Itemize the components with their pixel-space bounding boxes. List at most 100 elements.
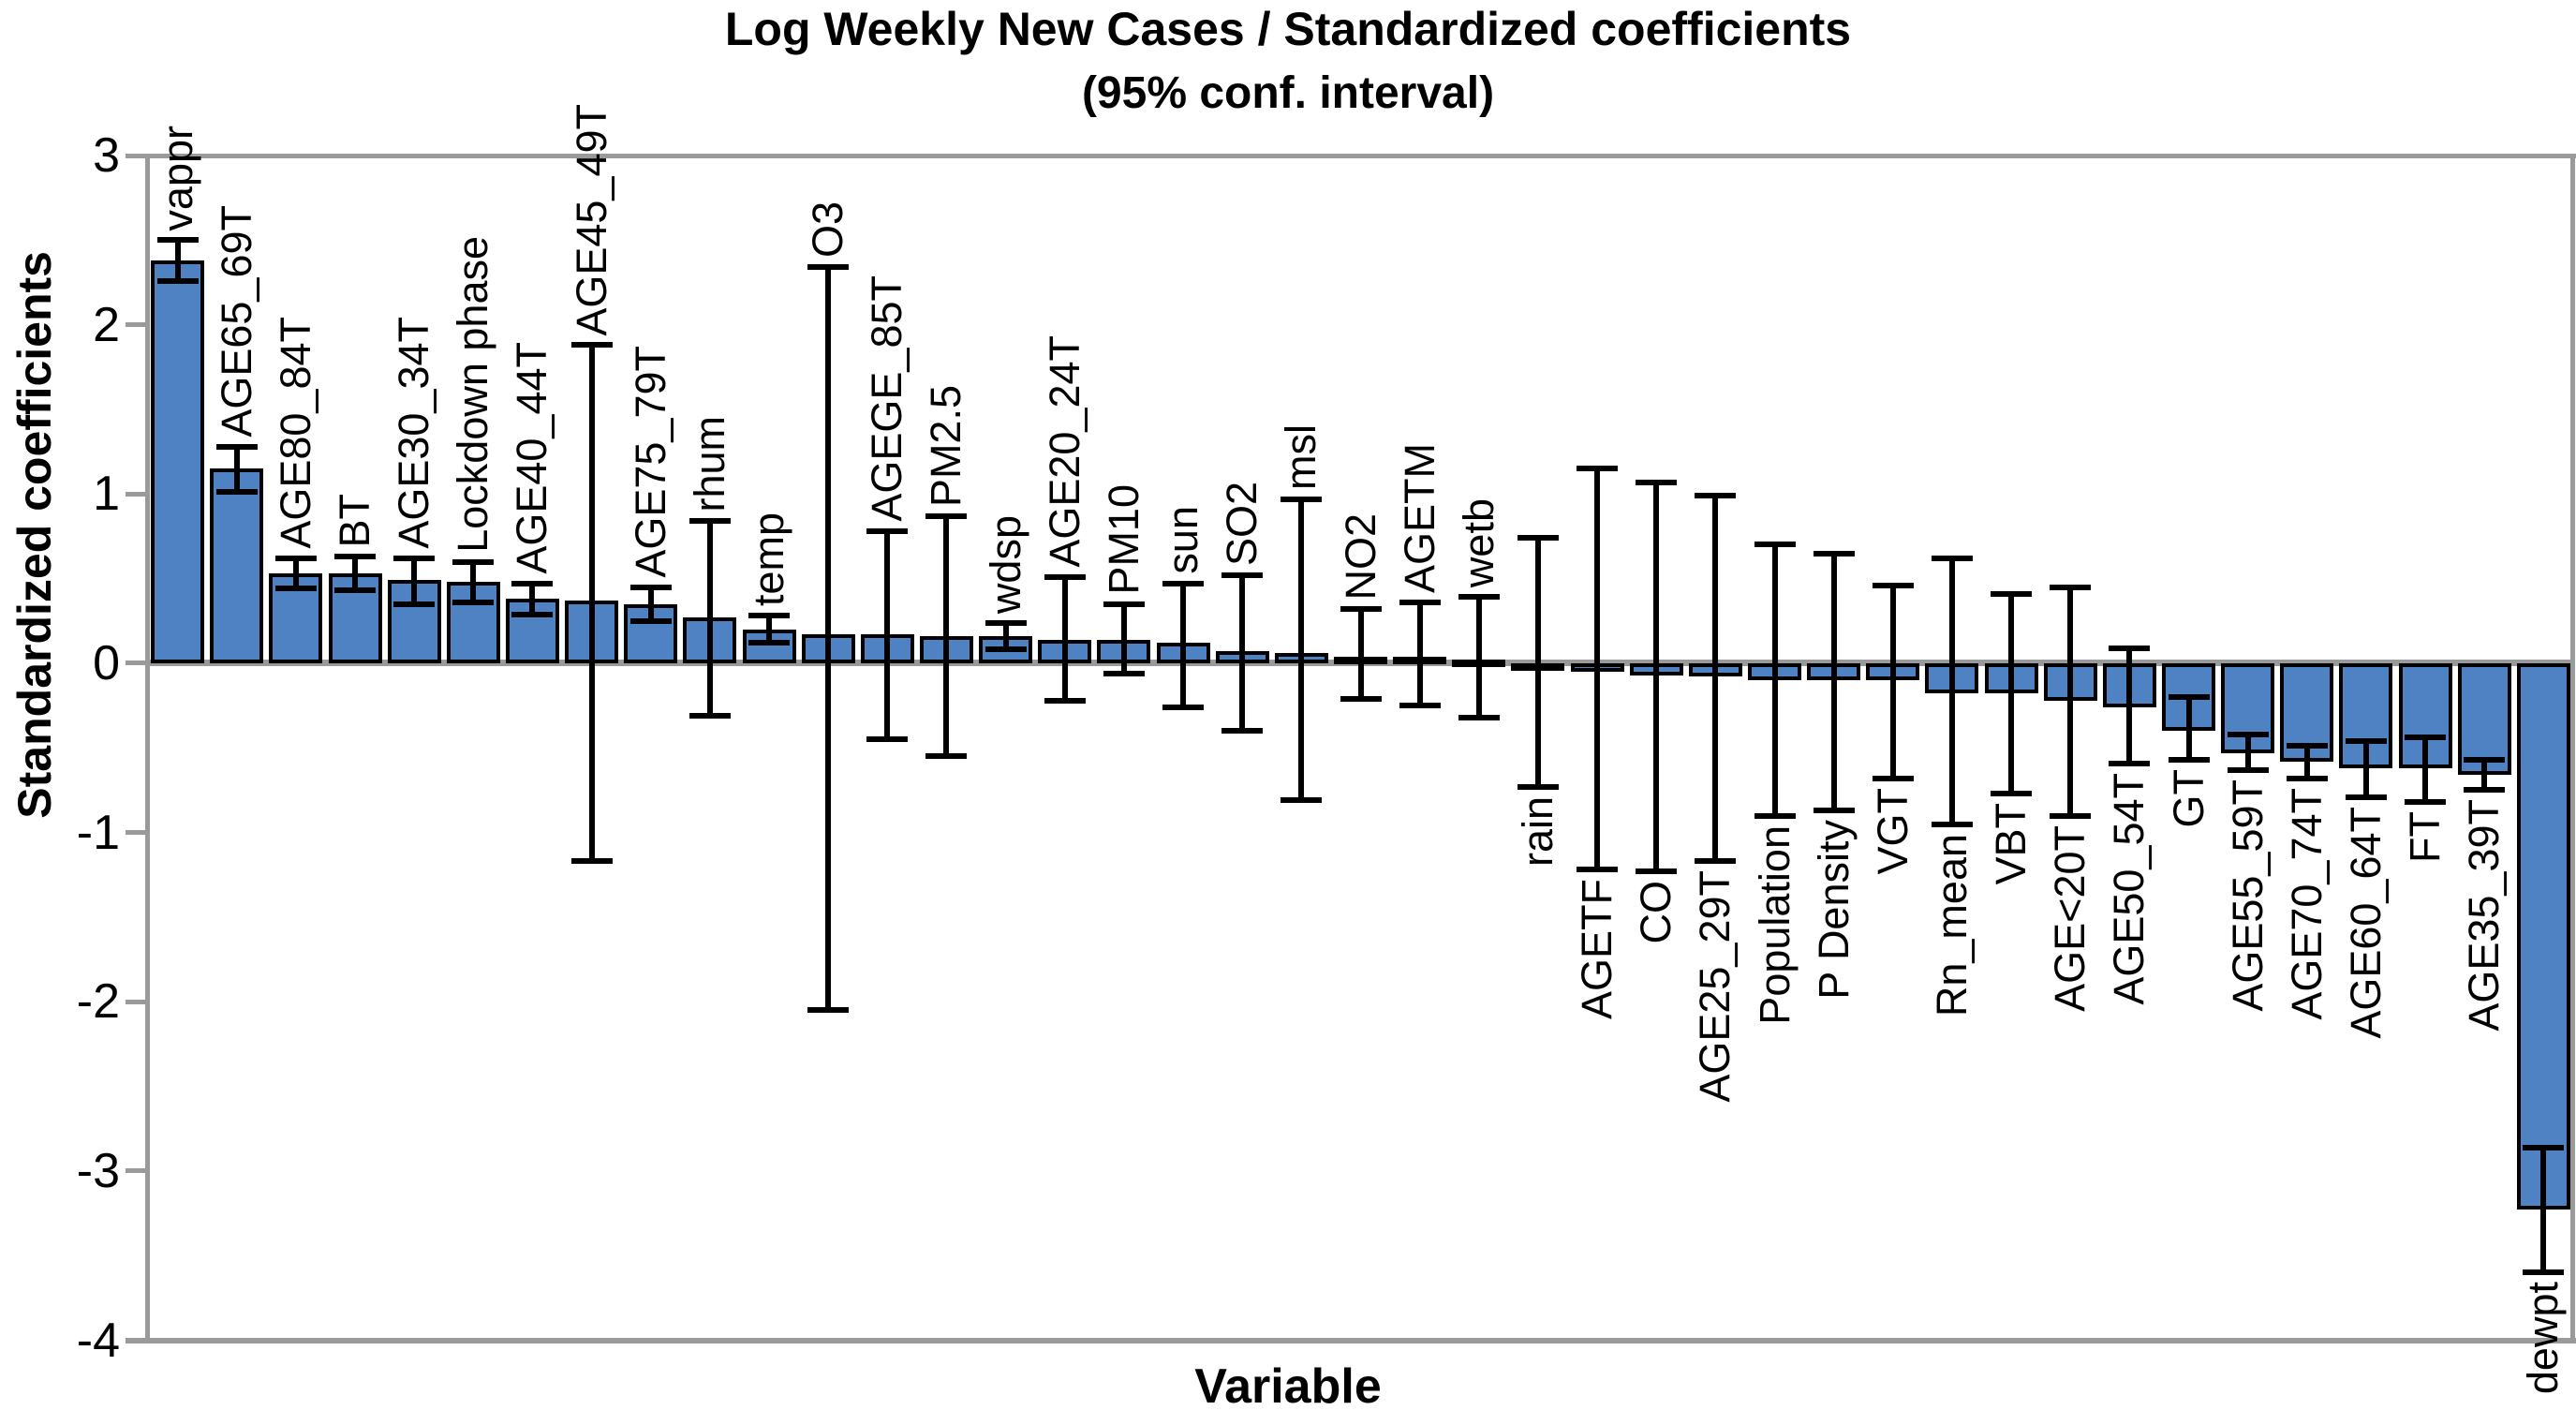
error-bar-cap-top bbox=[393, 555, 436, 561]
error-bar bbox=[1002, 622, 1009, 650]
bar-label: Lockdown phase bbox=[449, 235, 497, 553]
bar-label: VGT bbox=[1868, 787, 1917, 875]
bar-label: AGETM bbox=[1395, 442, 1443, 593]
error-bar-cap-top bbox=[1044, 573, 1086, 580]
error-bar bbox=[2481, 759, 2488, 791]
error-bar-cap-bottom bbox=[1931, 821, 1973, 827]
error-bar-cap-top bbox=[1399, 599, 1441, 605]
error-bar bbox=[884, 531, 891, 740]
error-bar-cap-bottom bbox=[452, 599, 495, 605]
plot-top-border bbox=[126, 153, 2576, 158]
error-bar bbox=[1712, 496, 1719, 862]
bar-label: AGE50_54T bbox=[2105, 772, 2154, 1005]
y-axis-tick bbox=[126, 661, 150, 666]
error-bar-cap-top bbox=[2286, 743, 2328, 750]
error-bar-cap-top bbox=[511, 581, 554, 587]
error-bar-cap-top bbox=[807, 264, 850, 271]
error-bar-cap-top bbox=[1695, 493, 1737, 499]
error-bar-cap-top bbox=[985, 619, 1027, 626]
error-bar-cap-top bbox=[274, 555, 317, 561]
bar bbox=[2516, 662, 2570, 1210]
error-bar-cap-top bbox=[1991, 590, 2033, 597]
error-bar-cap-bottom bbox=[1872, 775, 1914, 781]
bar-label: FT bbox=[2401, 811, 2450, 864]
y-axis-line bbox=[145, 156, 150, 1341]
bar-label: NO2 bbox=[1336, 512, 1384, 601]
error-bar-cap-bottom bbox=[1340, 695, 1382, 702]
error-bar bbox=[411, 557, 418, 604]
error-bar-cap-bottom bbox=[807, 1007, 850, 1014]
error-bar-cap-top bbox=[452, 558, 495, 565]
y-axis-tick bbox=[126, 491, 150, 497]
error-bar-cap-bottom bbox=[570, 858, 613, 865]
error-bar bbox=[292, 557, 299, 589]
error-bar-cap-top bbox=[748, 613, 791, 619]
bar-label: O3 bbox=[804, 201, 852, 259]
error-bar bbox=[2126, 647, 2133, 764]
error-bar-cap-top bbox=[215, 443, 258, 450]
error-bar-cap-bottom bbox=[866, 736, 909, 743]
bar-label: AGE<20T bbox=[2046, 824, 2095, 1012]
error-bar bbox=[1061, 576, 1068, 701]
error-bar-cap-bottom bbox=[1991, 791, 2033, 797]
bar-label: wetb bbox=[1454, 498, 1503, 588]
error-bar bbox=[1830, 553, 1837, 811]
error-bar bbox=[352, 557, 358, 591]
error-bar-cap-bottom bbox=[1754, 812, 1796, 819]
bar-label: sun bbox=[1159, 506, 1207, 575]
bar-label: AGE60_64T bbox=[2341, 806, 2390, 1039]
error-bar-cap-bottom bbox=[511, 611, 554, 617]
bar-label: AGE30_34T bbox=[390, 317, 438, 549]
error-bar-cap-bottom bbox=[2050, 812, 2092, 819]
error-bar-cap-bottom bbox=[1517, 783, 1559, 790]
error-bar-cap-top bbox=[2109, 645, 2151, 651]
bar-label: PM10 bbox=[1099, 484, 1147, 595]
bar bbox=[2398, 662, 2452, 768]
error-bar-cap-bottom bbox=[2109, 760, 2151, 766]
y-axis-tick bbox=[126, 153, 150, 158]
error-bar bbox=[1534, 538, 1541, 787]
error-bar bbox=[1120, 603, 1127, 674]
y-tick-label: 2 bbox=[93, 297, 120, 352]
error-bar bbox=[529, 584, 536, 615]
bar-label: AGE40_44T bbox=[508, 342, 556, 575]
y-tick-label: 1 bbox=[93, 467, 120, 522]
bar-label: AGE20_24T bbox=[1040, 335, 1088, 568]
y-tick-label: -3 bbox=[76, 1143, 120, 1198]
error-bar bbox=[2362, 741, 2369, 797]
error-bar-cap-bottom bbox=[2168, 756, 2210, 763]
bar-label: CO bbox=[1632, 881, 1680, 944]
bar-label: VBT bbox=[1987, 803, 2036, 885]
error-bar-cap-top bbox=[2050, 584, 2092, 590]
error-bar-cap-top bbox=[925, 512, 968, 519]
y-tick-label: -4 bbox=[76, 1313, 120, 1368]
error-bar bbox=[1889, 585, 1896, 779]
bar bbox=[151, 260, 205, 663]
error-bar-cap-bottom bbox=[1695, 858, 1737, 865]
bar-label: msl bbox=[1277, 423, 1325, 490]
bar-label: GT bbox=[2164, 768, 2213, 828]
error-bar-cap-bottom bbox=[215, 489, 258, 496]
error-bar bbox=[2244, 734, 2251, 770]
error-bar bbox=[825, 267, 832, 1011]
error-bar-cap-top bbox=[334, 554, 376, 560]
error-bar-cap-bottom bbox=[2523, 1269, 2565, 1276]
error-bar-cap-bottom bbox=[1399, 703, 1441, 709]
error-bar bbox=[1594, 468, 1601, 870]
error-bar-cap-bottom bbox=[1103, 670, 1145, 676]
error-bar-cap-bottom bbox=[1281, 797, 1323, 804]
error-bar bbox=[2540, 1147, 2547, 1273]
error-bar bbox=[233, 446, 240, 493]
error-bar-cap-top bbox=[1754, 542, 1796, 548]
error-bar-cap-top bbox=[688, 518, 731, 525]
y-tick-label: 3 bbox=[93, 128, 120, 183]
y-axis-tick bbox=[126, 830, 150, 836]
bar-label: P Density bbox=[1809, 820, 1858, 1000]
error-bar-cap-top bbox=[1281, 496, 1323, 502]
error-bar bbox=[1771, 544, 1778, 816]
error-bar-cap-bottom bbox=[1044, 697, 1086, 704]
bar bbox=[210, 468, 264, 663]
error-bar-cap-bottom bbox=[1162, 704, 1205, 710]
bar-label: dewpt bbox=[2519, 1282, 2568, 1395]
